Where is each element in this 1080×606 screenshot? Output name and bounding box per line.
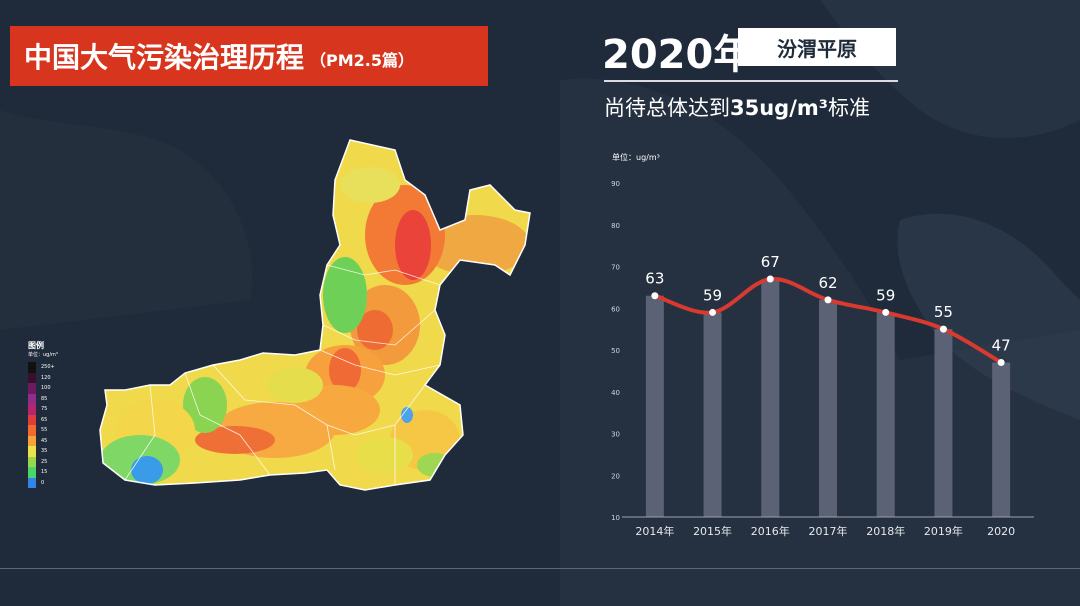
legend-label: 55	[41, 427, 48, 434]
legend-label: 85	[41, 395, 48, 402]
region-tag: 汾渭平原	[738, 28, 896, 66]
legend-item: 55	[28, 425, 78, 436]
legend-title: 图例	[28, 341, 44, 350]
legend-swatch	[28, 414, 36, 425]
legend-label: 250+	[41, 364, 55, 371]
data-label: 63	[645, 270, 664, 288]
bar	[645, 295, 664, 517]
data-label: 62	[818, 274, 837, 292]
data-point	[939, 325, 947, 333]
data-point	[709, 308, 717, 316]
x-tick-label: 2014年	[635, 524, 674, 538]
legend-item: 45	[28, 435, 78, 446]
y-unit-label: 单位：ug/m³	[612, 152, 660, 162]
x-tick-label: 2019年	[924, 524, 963, 538]
pm25-chart: 单位：ug/m³ 10 20 30 40 50 60 70 80 90 2014年 2015年 2016…	[600, 150, 1050, 550]
bar	[934, 329, 953, 517]
legend-label: 100	[41, 385, 51, 392]
y-tick-label: 10	[611, 514, 620, 522]
bottom-divider	[0, 568, 1080, 569]
data-label: 59	[876, 286, 895, 304]
data-label: 47	[992, 337, 1011, 355]
bar	[876, 312, 895, 517]
legend-item: 120	[28, 372, 78, 383]
data-point	[824, 296, 832, 304]
y-tick-label: 70	[611, 264, 620, 272]
map-legend: 图例 单位：ug/m³ 250+ 120 100 85 75 65 55 45 35 25 15 0	[28, 340, 78, 488]
y-tick-label: 50	[611, 347, 620, 355]
legend-item: 35	[28, 446, 78, 457]
data-label: 55	[934, 303, 953, 321]
title-banner: 中国大气污染治理历程 （PM2.5篇）	[10, 26, 488, 86]
data-label: 67	[761, 253, 780, 271]
legend-item: 25	[28, 456, 78, 467]
x-tick-label: 2018年	[866, 524, 905, 538]
legend-item: 100	[28, 383, 78, 394]
legend-swatch	[28, 446, 36, 457]
legend-item: 15	[28, 467, 78, 478]
x-tick-label: 2016年	[751, 524, 790, 538]
data-label: 59	[703, 286, 722, 304]
y-tick-label: 30	[611, 431, 620, 439]
bar	[992, 362, 1011, 517]
y-tick-label: 60	[611, 305, 620, 313]
status-suffix: 标准	[827, 96, 870, 120]
legend-item: 85	[28, 393, 78, 404]
status-prefix: 尚待总体达到	[604, 96, 730, 120]
legend-swatch	[28, 362, 36, 373]
data-point	[766, 275, 774, 283]
data-point	[882, 308, 890, 316]
page-title: 中国大气污染治理历程	[24, 41, 305, 74]
status-text: 尚待总体达到35ug/m³标准	[604, 92, 870, 122]
legend-label: 25	[41, 458, 48, 465]
year-title: 2020年	[602, 32, 754, 78]
x-tick-label: 2015年	[693, 524, 732, 538]
legend-label: 45	[41, 437, 48, 444]
legend-label: 35	[41, 448, 48, 455]
y-tick-label: 20	[611, 472, 620, 480]
y-tick-label: 80	[611, 222, 620, 230]
legend-swatch	[28, 467, 36, 478]
legend-item: 75	[28, 404, 78, 415]
status-unit: 35ug/m³	[730, 96, 828, 120]
divider	[604, 80, 898, 82]
legend-swatch	[28, 404, 36, 415]
legend-unit: 单位：ug/m³	[28, 352, 58, 358]
legend-item: 65	[28, 414, 78, 425]
x-tick-label: 2020	[987, 525, 1015, 538]
pollution-map	[95, 135, 540, 500]
chart-svg: 单位：ug/m³ 10 20 30 40 50 60 70 80 90 2014年 2015年 2016…	[611, 152, 1034, 538]
legend-item: 0	[28, 477, 78, 488]
y-tick-label: 90	[611, 180, 620, 188]
bar	[703, 312, 722, 517]
bar	[819, 299, 837, 517]
legend-label: 120	[41, 374, 51, 381]
data-point	[997, 359, 1005, 367]
legend-swatch	[28, 372, 36, 383]
legend-swatch	[28, 477, 36, 488]
y-tick-label: 40	[611, 389, 620, 397]
legend-label: 75	[41, 406, 48, 413]
data-point	[651, 292, 659, 300]
legend-swatch	[28, 383, 36, 394]
legend-swatch	[28, 393, 36, 404]
legend-label: 15	[41, 469, 48, 476]
legend-swatch	[28, 435, 36, 446]
legend-swatch	[28, 456, 36, 467]
legend-label: 65	[41, 416, 48, 423]
bar	[761, 279, 780, 517]
x-tick-label: 2017年	[809, 524, 848, 538]
legend-item: 250+	[28, 362, 78, 373]
legend-rows: 250+ 120 100 85 75 65 55 45 35 25 15 0	[28, 362, 78, 488]
legend-label: 0	[41, 479, 45, 486]
legend-swatch	[28, 425, 36, 436]
page-subtitle: （PM2.5篇）	[310, 51, 415, 70]
